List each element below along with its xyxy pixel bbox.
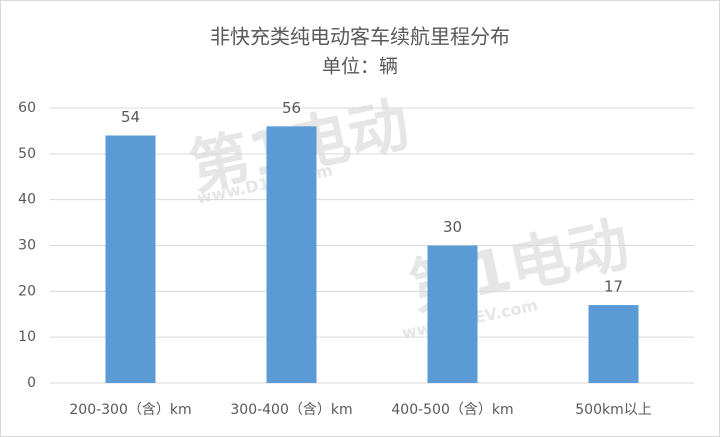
- x-tick-label: 200-300（含）km: [69, 402, 191, 418]
- y-tick-label: 40: [18, 192, 36, 208]
- chart-title: 非快充类纯电动客车续航里程分布: [210, 25, 510, 49]
- data-label: 54: [121, 108, 140, 126]
- data-label: 56: [282, 99, 301, 117]
- bar: [105, 135, 156, 383]
- bar: [266, 126, 317, 383]
- y-tick-label: 50: [18, 146, 36, 162]
- x-tick-label: 300-400（含）km: [230, 402, 352, 418]
- data-label: 30: [443, 218, 462, 236]
- y-tick-label: 60: [18, 100, 36, 116]
- chart-subtitle: 单位：辆: [322, 56, 398, 78]
- y-tick-label: 30: [18, 238, 36, 254]
- bar: [427, 245, 478, 383]
- data-label: 17: [604, 278, 623, 296]
- y-tick-label: 0: [27, 375, 36, 391]
- bar: [588, 305, 639, 383]
- x-tick-label: 500km以上: [575, 402, 651, 418]
- y-tick-label: 10: [18, 329, 36, 345]
- x-tick-label: 400-500（含）km: [391, 402, 513, 418]
- y-tick-label: 20: [18, 283, 36, 299]
